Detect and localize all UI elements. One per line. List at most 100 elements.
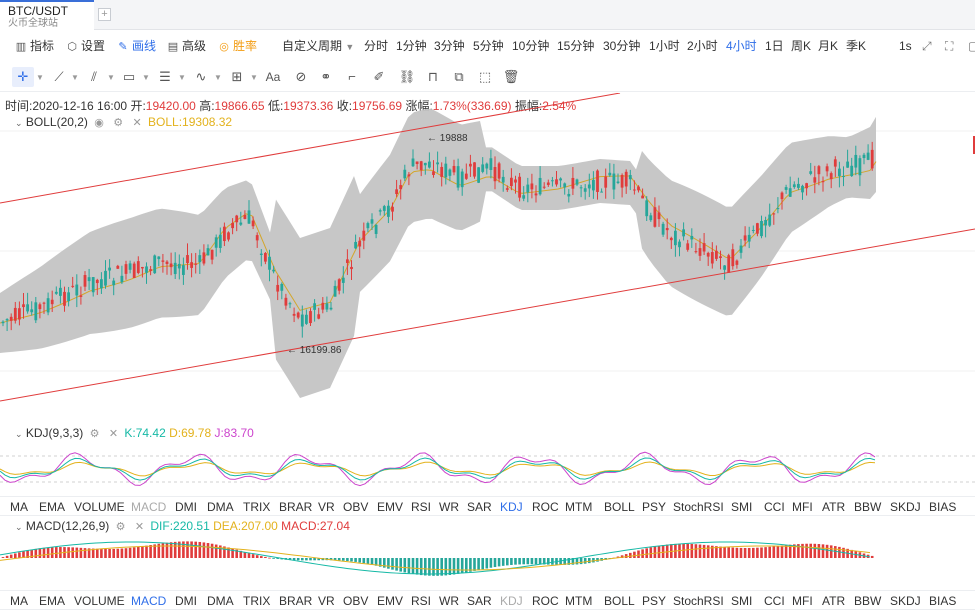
indicator-option-wr[interactable]: WR: [439, 500, 459, 514]
close-icon[interactable]: ✕: [132, 117, 142, 129]
measure-icon[interactable]: ⊞: [231, 69, 243, 84]
indicator-option-smi[interactable]: SMI: [731, 500, 753, 514]
parallel-channel-icon[interactable]: ⫽: [91, 69, 97, 84]
indicator-option-volume[interactable]: VOLUME: [74, 500, 125, 514]
indicator-option-emv[interactable]: EMV: [377, 500, 404, 514]
indicator-option-dma[interactable]: DMA: [207, 500, 234, 514]
collapse-icon[interactable]: ⌄: [15, 118, 23, 128]
indicator-option-mfi[interactable]: MFI: [792, 594, 813, 608]
trend-line-icon[interactable]: ⟋: [54, 69, 64, 84]
trash-icon[interactable]: 🗑: [502, 69, 520, 84]
period-tab[interactable]: 10分钟: [512, 39, 550, 53]
period-tab[interactable]: 周K: [791, 39, 812, 53]
indicator-option-stochrsi[interactable]: StochRSI: [673, 594, 724, 608]
close-icon[interactable]: ✕: [108, 428, 119, 440]
period-tab-active[interactable]: 4小时: [726, 39, 757, 53]
indicator-option-bbw[interactable]: BBW: [854, 500, 882, 514]
indicator-option-obv[interactable]: OBV: [343, 500, 369, 514]
candlestick-chart[interactable]: ← 19888 ← 16199.86: [0, 93, 975, 423]
indicator-option-sar[interactable]: SAR: [467, 500, 492, 514]
indicator-option-dmi[interactable]: DMI: [175, 500, 197, 514]
indicator-option-emv[interactable]: EMV: [377, 594, 404, 608]
indicator-option-dmi[interactable]: DMI: [175, 594, 197, 608]
magnet-icon[interactable]: ⊘: [295, 69, 307, 84]
pen-icon[interactable]: ✐: [373, 69, 385, 84]
indicator-option-rsi[interactable]: RSI: [411, 500, 432, 514]
indicator-option-ema[interactable]: EMA: [39, 500, 66, 514]
chevron-down-icon[interactable]: ▼: [250, 73, 258, 82]
period-tab[interactable]: 15分钟: [557, 39, 595, 53]
settings-icon[interactable]: ⚙: [89, 428, 100, 440]
indicator-option-skdj[interactable]: SKDJ: [890, 500, 921, 514]
winrate-button[interactable]: ◎ 胜率: [217, 38, 257, 54]
macd-chart[interactable]: [0, 536, 975, 590]
wave-icon[interactable]: ∿: [195, 69, 207, 84]
chain-icon[interactable]: ⛓: [398, 69, 416, 84]
period-tab[interactable]: 1小时: [649, 39, 680, 53]
fullscreen-icon[interactable]: ⛶: [945, 39, 954, 53]
indicator-option-bias[interactable]: BIAS: [929, 500, 957, 514]
custom-period-dropdown[interactable]: 自定义周期 ▼: [282, 38, 354, 54]
link-icon[interactable]: ⚭: [320, 69, 332, 84]
expand-icon[interactable]: ⤢: [922, 39, 932, 53]
period-tab[interactable]: 季K: [846, 39, 867, 53]
indicator-option-kdj[interactable]: KDJ: [500, 594, 523, 608]
chevron-down-icon[interactable]: ▼: [107, 73, 115, 82]
indicator-option-atr[interactable]: ATR: [822, 594, 846, 608]
settings-button[interactable]: ⬡ 设置: [65, 38, 105, 54]
period-tab[interactable]: 1日: [765, 39, 784, 53]
close-icon[interactable]: ✕: [134, 521, 145, 533]
indicator-option-vr[interactable]: VR: [318, 500, 335, 514]
chevron-down-icon[interactable]: ▼: [36, 73, 44, 82]
period-tab[interactable]: 月K: [818, 39, 839, 53]
period-tab[interactable]: 30分钟: [603, 39, 641, 53]
refresh-interval[interactable]: 1s: [899, 39, 912, 53]
indicator-option-atr[interactable]: ATR: [822, 500, 846, 514]
chevron-down-icon[interactable]: ▼: [214, 73, 222, 82]
text-icon[interactable]: Aa: [265, 70, 281, 84]
period-tab[interactable]: 分时: [364, 39, 389, 53]
period-tab[interactable]: 1分钟: [396, 39, 427, 53]
indicator-option-ma[interactable]: MA: [10, 594, 28, 608]
lock-icon[interactable]: ⊓: [427, 69, 439, 84]
period-tab[interactable]: 5分钟: [473, 39, 504, 53]
indicator-option-kdj[interactable]: KDJ: [500, 500, 523, 514]
window-icon[interactable]: ▢: [968, 39, 975, 53]
indicator-option-boll[interactable]: BOLL: [604, 594, 635, 608]
settings-icon[interactable]: ⚙: [113, 117, 124, 129]
eye-icon[interactable]: ◉: [94, 117, 104, 129]
indicator-option-obv[interactable]: OBV: [343, 594, 369, 608]
indicator-option-macd[interactable]: MACD: [131, 500, 167, 514]
indicator-option-brar[interactable]: BRAR: [279, 500, 313, 514]
indicator-option-mtm[interactable]: MTM: [565, 500, 593, 514]
advanced-button[interactable]: ▤ 高级: [166, 38, 206, 54]
indicators-button[interactable]: ▥ 指标: [14, 38, 54, 54]
indicator-option-mfi[interactable]: MFI: [792, 500, 813, 514]
fib-lines-icon[interactable]: ☰: [159, 69, 171, 84]
indicator-option-ema[interactable]: EMA: [39, 594, 66, 608]
indicator-option-bbw[interactable]: BBW: [854, 594, 882, 608]
channel-upper-line[interactable]: [0, 93, 621, 204]
kdj-chart[interactable]: [0, 442, 975, 496]
ruler-icon[interactable]: ⌐: [348, 69, 356, 84]
indicator-option-psy[interactable]: PSY: [642, 500, 667, 514]
rectangle-icon[interactable]: ▭: [122, 69, 136, 84]
indicator-option-skdj[interactable]: SKDJ: [890, 594, 921, 608]
indicator-option-wr[interactable]: WR: [439, 594, 459, 608]
indicator-option-sar[interactable]: SAR: [467, 594, 492, 608]
collapse-icon[interactable]: ⌄: [15, 429, 23, 439]
indicator-option-cci[interactable]: CCI: [764, 500, 785, 514]
indicator-option-rsi[interactable]: RSI: [411, 594, 432, 608]
copy-icon[interactable]: ⧉: [454, 69, 464, 84]
indicator-option-roc[interactable]: ROC: [532, 500, 559, 514]
crosshair-icon[interactable]: ✛: [12, 67, 34, 87]
indicator-option-volume[interactable]: VOLUME: [74, 594, 125, 608]
add-tab-button[interactable]: +: [98, 8, 111, 21]
indicator-option-trix[interactable]: TRIX: [243, 500, 271, 514]
channel-lower-line[interactable]: [0, 228, 975, 402]
draw-button[interactable]: ✎ 画线: [116, 38, 156, 54]
indicator-option-dma[interactable]: DMA: [207, 594, 234, 608]
indicator-option-mtm[interactable]: MTM: [565, 594, 593, 608]
period-tab[interactable]: 3分钟: [434, 39, 465, 53]
indicator-option-boll[interactable]: BOLL: [604, 500, 635, 514]
